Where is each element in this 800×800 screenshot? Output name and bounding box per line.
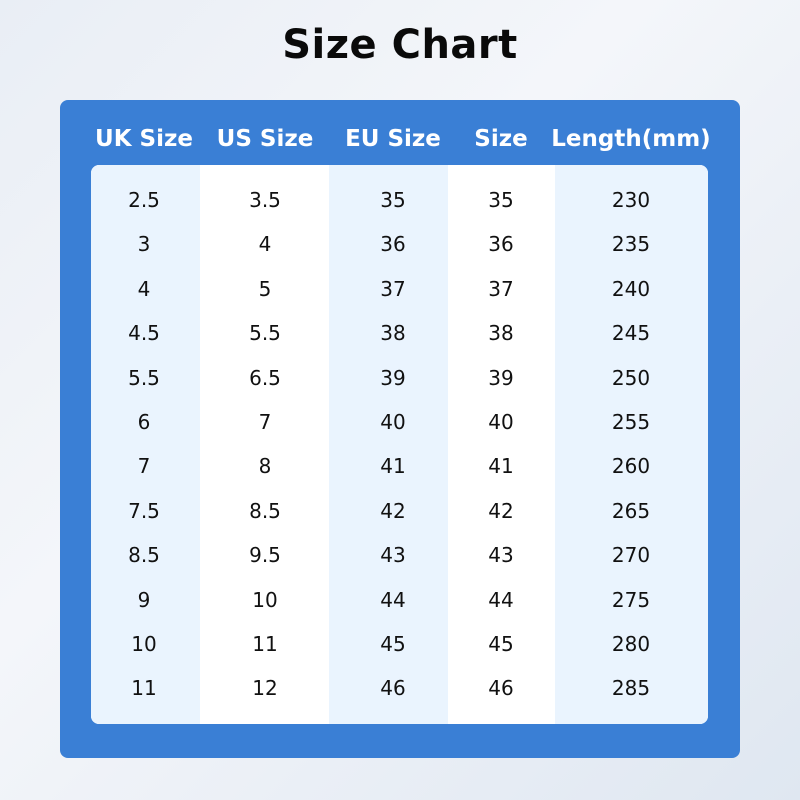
column-header: UK Size [95, 126, 193, 152]
table-cell: 5.5 [128, 365, 160, 390]
table-cell: 275 [611, 587, 651, 612]
table-cell: 230 [611, 188, 651, 212]
table-cell: 10 [131, 632, 157, 656]
table-cell: 41 [380, 454, 406, 479]
table-cell: 37 [488, 276, 514, 301]
table-cell: 45 [488, 632, 514, 656]
table-cell: 6 [137, 410, 151, 434]
table-cell: 7.5 [128, 498, 160, 523]
table-cell: 38 [488, 321, 514, 346]
table-cell: 3 [137, 232, 151, 257]
table-cell: 35 [380, 188, 406, 212]
table-cell: 7 [137, 454, 151, 479]
table-cell: 3.5 [249, 188, 281, 212]
table-cell: 44 [380, 587, 406, 612]
table-cell: 240 [611, 276, 651, 301]
table-cell: 41 [488, 454, 514, 479]
column-stripe [555, 165, 708, 724]
table-cell: 265 [611, 498, 651, 523]
page-title: Size Chart [282, 22, 518, 68]
table-cell: 39 [488, 365, 514, 390]
table-cell: 10 [252, 587, 278, 612]
table-cell: 11 [131, 676, 157, 701]
table-cell: 45 [380, 632, 406, 656]
table-cell: 7 [258, 410, 272, 434]
table-cell: 36 [488, 232, 514, 257]
table-cell: 285 [611, 676, 651, 701]
table-cell: 8.5 [249, 498, 281, 523]
table-cell: 4.5 [128, 321, 160, 346]
size-table: 2.5 3.5 35 35 230 3 4 36 36 235 4 5 37 37 240 4.5 5.5 38 3… [91, 165, 708, 724]
table-cell: 250 [611, 365, 651, 390]
table-cell: 38 [380, 321, 406, 346]
table-cell: 9 [137, 587, 151, 612]
table-cell: 5.5 [249, 321, 281, 346]
table-cell: 11 [252, 632, 278, 656]
table-cell: 260 [611, 454, 651, 479]
column-stripe [329, 165, 448, 724]
table-cell: 8.5 [128, 543, 160, 568]
table-cell: 40 [380, 410, 406, 434]
table-cell: 245 [611, 321, 651, 346]
table-cell: 37 [380, 276, 406, 301]
column-stripe [91, 165, 200, 724]
table-cell: 4 [137, 276, 151, 301]
table-cell: 39 [380, 365, 406, 390]
table-cell: 6.5 [249, 365, 281, 390]
table-cell: 9.5 [249, 543, 281, 568]
table-cell: 43 [380, 543, 406, 568]
table-cell: 40 [488, 410, 514, 434]
table-cell: 270 [611, 543, 651, 568]
column-header: US Size [216, 126, 314, 152]
table-cell: 4 [258, 232, 272, 257]
table-cell: 35 [488, 188, 514, 212]
table-cell: 46 [488, 676, 514, 701]
table-cell: 44 [488, 587, 514, 612]
column-header: EU Size [345, 126, 441, 152]
column-header: Size [474, 126, 528, 152]
table-cell: 46 [380, 676, 406, 701]
table-cell: 2.5 [128, 188, 160, 212]
table-cell: 255 [611, 410, 651, 434]
table-cell: 5 [258, 276, 272, 301]
table-cell: 42 [380, 498, 406, 523]
column-header: Length(mm) [551, 126, 711, 152]
table-cell: 36 [380, 232, 406, 257]
table-cell: 42 [488, 498, 514, 523]
table-cell: 12 [252, 676, 278, 701]
table-cell: 43 [488, 543, 514, 568]
table-cell: 280 [611, 632, 651, 656]
table-cell: 235 [611, 232, 651, 257]
table-cell: 8 [258, 454, 272, 479]
